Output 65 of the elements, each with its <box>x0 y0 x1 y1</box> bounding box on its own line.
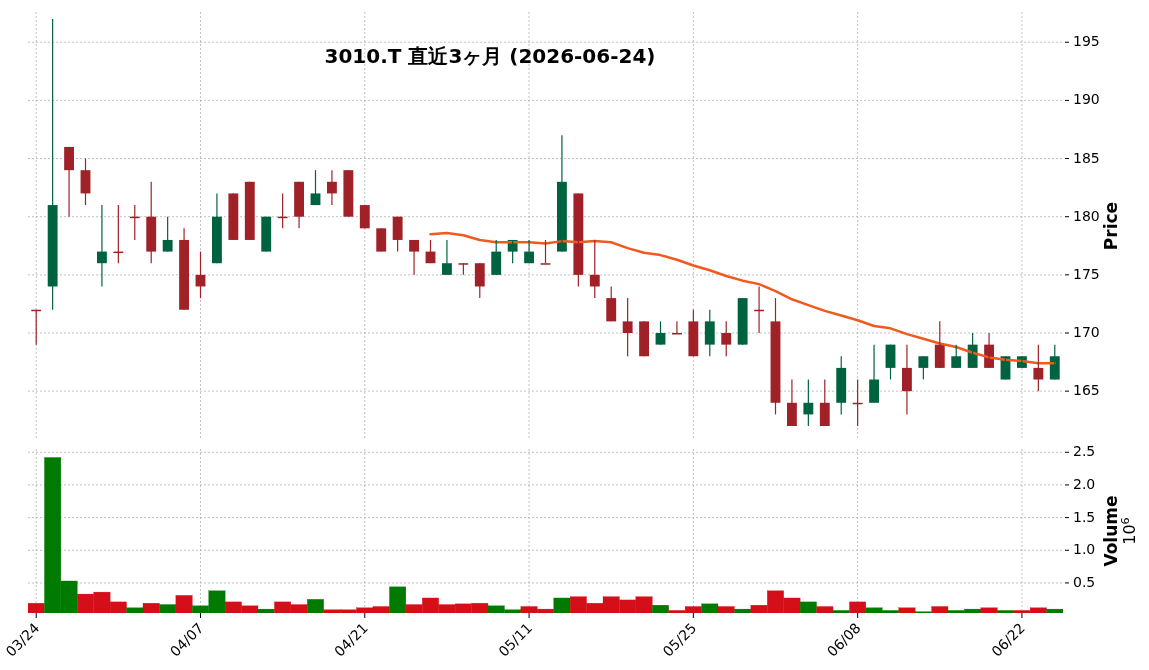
bar <box>701 603 719 613</box>
bar <box>816 606 834 613</box>
candlestick <box>1049 344 1060 381</box>
y-axis-title: Price <box>1101 201 1121 251</box>
y-tick-label: 180 <box>1073 207 1100 224</box>
y-tick-label: 170 <box>1073 324 1100 340</box>
candlestick <box>146 181 157 264</box>
bar <box>980 607 998 613</box>
text: 3010.T 直近3ヶ月 (2026-06-24) <box>324 44 656 68</box>
candlestick <box>721 320 732 357</box>
bar <box>553 597 571 613</box>
bar <box>799 601 817 613</box>
candlestick <box>737 297 748 346</box>
y-tick-label: 195 <box>1073 33 1100 50</box>
candlestick <box>392 216 403 253</box>
candlestick <box>228 192 239 241</box>
bar <box>849 601 867 613</box>
y-tick-label: 2.5 <box>1073 443 1096 460</box>
candlestick <box>688 309 699 357</box>
candlestick <box>359 204 370 229</box>
candlestick <box>376 227 387 253</box>
bar <box>898 607 916 613</box>
candlestick <box>606 285 617 322</box>
candlestick <box>819 378 830 427</box>
candlestick <box>474 262 485 299</box>
candlestick <box>622 297 633 357</box>
y-tick-label: 165 <box>1073 382 1100 399</box>
bar <box>1046 608 1063 613</box>
bar <box>717 606 735 613</box>
y-tick-label: 175 <box>1073 265 1100 282</box>
bar <box>389 586 407 613</box>
candlestick <box>1033 344 1044 392</box>
bar <box>28 603 45 613</box>
bar <box>159 604 177 613</box>
bar <box>126 607 144 613</box>
bar <box>997 610 1014 613</box>
candlestick <box>672 320 682 335</box>
candlestick <box>918 355 929 381</box>
candlestick <box>704 309 715 357</box>
y-tick-label: 0.5 <box>1073 573 1096 590</box>
candlestick <box>836 355 847 416</box>
bar <box>832 610 850 613</box>
candlestick <box>540 239 551 265</box>
bar <box>652 605 669 613</box>
y-tick-label: 190 <box>1073 91 1100 108</box>
candlestick <box>491 239 502 276</box>
bar <box>307 599 324 613</box>
y-tick-label: 2.0 <box>1073 475 1096 492</box>
candlestick <box>573 192 584 288</box>
candlestick <box>244 181 255 241</box>
bar <box>734 608 752 613</box>
bar <box>142 603 160 613</box>
bar <box>257 608 275 613</box>
candlestick <box>261 216 272 253</box>
y-tick-label: 185 <box>1073 149 1100 166</box>
y-axis-title: Volume <box>1101 495 1121 567</box>
y-tick-label: 1.0 <box>1073 541 1096 558</box>
bar <box>175 595 193 613</box>
y-tick-label: 1.5 <box>1073 508 1096 525</box>
candlestick <box>951 344 962 369</box>
candlestick <box>343 169 354 218</box>
candlestick <box>47 18 58 311</box>
bar <box>931 606 949 613</box>
candlestick <box>162 216 173 253</box>
candlestick <box>934 320 945 369</box>
